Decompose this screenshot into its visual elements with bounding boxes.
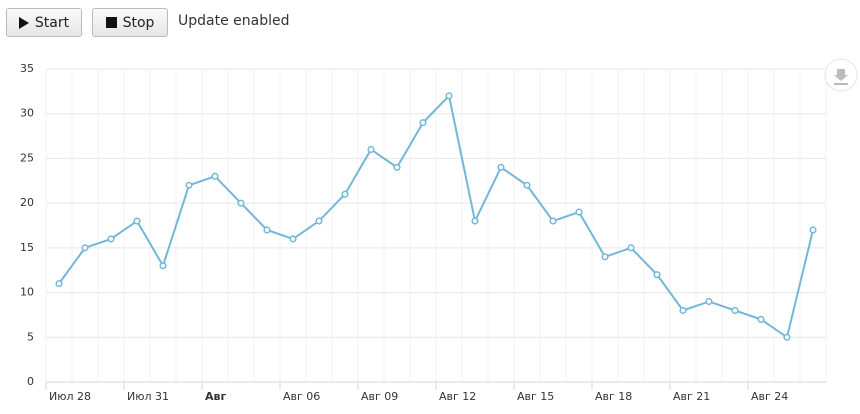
start-label: Start: [34, 14, 70, 31]
point-marker: [185, 181, 193, 189]
point-marker: [289, 235, 297, 243]
point-marker: [757, 315, 765, 323]
stop-icon: [105, 17, 117, 28]
x-tick-label: Авг 24: [751, 390, 788, 403]
x-tick-label: Июл 31: [127, 390, 169, 403]
point-marker: [601, 253, 609, 261]
point-marker: [341, 190, 349, 198]
point-marker: [705, 297, 713, 306]
y-tick-label: 15: [20, 241, 34, 254]
point-marker: [367, 145, 375, 154]
y-tick-label: 0: [27, 375, 34, 388]
y-tick-label: 25: [20, 151, 34, 164]
point-marker: [575, 208, 583, 216]
point-marker: [81, 244, 89, 252]
point-marker: [809, 226, 817, 234]
y-tick-label: 35: [20, 62, 34, 75]
point-marker: [731, 306, 739, 315]
x-tick-label: Авг 06: [283, 390, 320, 403]
point-marker: [549, 217, 557, 225]
point-marker: [237, 199, 245, 207]
y-tick-label: 30: [20, 107, 34, 120]
export-button[interactable]: [824, 58, 858, 92]
point-marker: [107, 235, 115, 243]
point-marker: [471, 217, 479, 225]
chart: 0 5 10 15 20 25 30 35 Июл 28 Июл 31 Авг Авг 06 Авг 0…: [20, 58, 858, 403]
point-marker: [627, 244, 635, 252]
y-tick-label: 20: [20, 196, 34, 209]
point-marker: [679, 306, 687, 315]
point-marker: [419, 119, 427, 127]
x-tick-label: Авг 21: [673, 390, 710, 403]
series-line: [58, 93, 814, 339]
point-marker: [159, 262, 167, 270]
x-tick-label: Июл 28: [49, 390, 91, 403]
x-tick-label: Авг 09: [361, 390, 398, 403]
point-marker: [55, 280, 63, 288]
y-tick-label: 5: [27, 330, 34, 343]
start-button[interactable]: Start: [6, 8, 82, 37]
status-text: Update enabled: [178, 13, 290, 29]
stop-button[interactable]: Stop: [92, 8, 168, 37]
x-tick-label: Авг 15: [517, 390, 554, 403]
x-tick-label: Авг: [205, 390, 226, 403]
x-tick-label: Авг 12: [439, 390, 476, 403]
play-icon: [18, 16, 29, 29]
point-marker: [211, 172, 219, 180]
point-marker: [133, 217, 141, 225]
point-marker: [445, 92, 453, 100]
point-marker: [393, 163, 401, 171]
stop-label: Stop: [122, 14, 155, 31]
point-marker: [263, 226, 271, 234]
x-tick-label: Авг 18: [595, 390, 632, 403]
point-marker: [523, 181, 531, 189]
point-marker: [497, 163, 505, 171]
point-marker: [315, 217, 323, 225]
point-marker: [783, 333, 791, 341]
y-tick-label: 10: [20, 286, 34, 299]
point-marker: [653, 271, 661, 279]
